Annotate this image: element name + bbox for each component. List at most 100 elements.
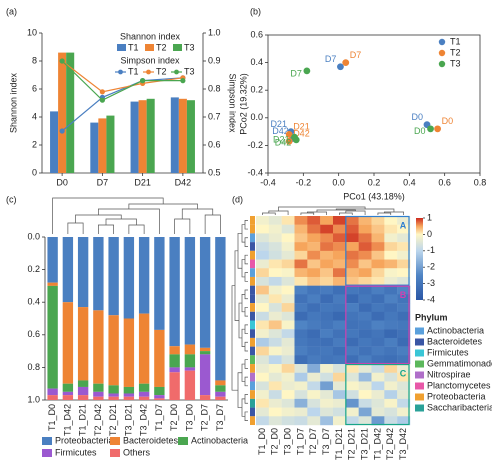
column-label: T1_D0 (257, 428, 267, 455)
legend-label: Actinobacteria (191, 435, 248, 445)
heatmap-cell (371, 329, 385, 339)
phylum-strip (250, 320, 255, 330)
heatmap-cell (307, 364, 321, 373)
x-axis-label: PCo1 (43.18%) (343, 191, 405, 201)
bar-segment (138, 237, 150, 314)
heatmap-cell (397, 337, 411, 347)
bar (130, 101, 139, 173)
bar-segment (154, 395, 165, 399)
heatmap-cell (397, 259, 411, 269)
heatmap-cell (345, 276, 359, 286)
y2-tick-label: 0.9 (208, 55, 221, 65)
heatmap-cell (307, 311, 321, 321)
heatmap-cell (345, 311, 359, 321)
bar-segment (184, 367, 196, 371)
heatmap-cell (358, 416, 372, 426)
bar-segment (47, 395, 58, 400)
heatmap-cell (320, 346, 334, 356)
bar (138, 100, 147, 173)
heatmap-cell (320, 381, 334, 391)
heatmap-cell (268, 320, 282, 330)
heatmap-cell (281, 407, 295, 417)
phylum-strip (250, 346, 255, 356)
point (342, 59, 350, 66)
point-label: D42 (272, 126, 289, 136)
line-point (140, 78, 146, 84)
bar (98, 118, 107, 173)
heatmap-cell (333, 320, 347, 330)
x-tick-label: T3_D7 (215, 404, 225, 431)
heatmap-cell (320, 233, 334, 243)
heatmap-cell (333, 381, 347, 391)
heatmap-cell (371, 268, 385, 278)
heatmap-cell (358, 311, 372, 321)
bar-segment (154, 237, 165, 330)
heatmap-cell (358, 407, 372, 417)
x-tick-label: D7 (97, 177, 109, 187)
bar-segment (77, 307, 89, 381)
heatmap-cell (320, 390, 334, 400)
heatmap-cell (358, 242, 372, 252)
heatmap-cell (384, 303, 398, 312)
phylum-strip (250, 337, 255, 347)
heatmap-cell (256, 303, 270, 312)
heatmap-cell (397, 364, 411, 373)
heatmap-cell (256, 337, 270, 347)
heatmap-cell (345, 224, 359, 234)
heatmap-cell (345, 216, 359, 225)
legend-label: T2 (450, 47, 461, 57)
heatmap-cell (333, 259, 347, 269)
heatmap-cell (281, 416, 295, 426)
heatmap-cell (268, 355, 282, 365)
y2-axis-label: Simpson index (228, 73, 238, 133)
y-tick-label: 0.2 (27, 264, 40, 274)
heatmap-cell (333, 416, 347, 426)
heatmap-cell (358, 398, 372, 408)
heatmap-cell (307, 390, 321, 400)
heatmap-cell (345, 372, 359, 382)
bar-segment (62, 302, 74, 384)
heatmap-cell (371, 233, 385, 243)
heatmap-cell (345, 337, 359, 347)
heatmap-cell (256, 407, 270, 417)
legend-title: Shannon index (120, 31, 181, 41)
panel-label: (c) (6, 194, 17, 204)
legend-swatch (117, 44, 126, 51)
x-tick-label: 0.4 (403, 177, 416, 187)
bar-segment (62, 395, 74, 400)
heatmap-cell (320, 364, 334, 373)
heatmap-cell (320, 268, 334, 278)
heatmap-cell (268, 276, 282, 286)
heatmap-cell (268, 364, 282, 373)
point (285, 130, 293, 138)
heatmap-cell (281, 303, 295, 312)
group-label: C (400, 368, 407, 378)
legend-label: Proteobacteria (427, 391, 486, 401)
heatmap-cell (333, 390, 347, 400)
colorbar-label: -1 (427, 245, 435, 255)
x-tick-label: T1_D42 (62, 404, 72, 436)
point (285, 137, 293, 145)
heatmap-cell (294, 346, 308, 356)
dendrogram (231, 220, 248, 421)
legend-swatch (145, 44, 154, 51)
heatmap-cell (294, 216, 308, 225)
legend-title: Simpson index (120, 55, 180, 65)
legend-label: T3 (184, 66, 195, 76)
heatmap-cell (371, 390, 385, 400)
heatmap-cell (371, 364, 385, 373)
x-tick-label: T3_D42 (139, 404, 149, 436)
heatmap-cell (320, 294, 334, 304)
heatmap-cell (371, 303, 385, 312)
line (61, 77, 183, 132)
bar-segment (77, 380, 89, 387)
group-label: A (400, 220, 407, 230)
heatmap-cell (358, 381, 372, 391)
point-label: D42 (293, 129, 310, 139)
heatmap-cell (307, 416, 321, 426)
heatmap-cell (397, 285, 411, 295)
heatmap-cell (333, 372, 347, 382)
y-tick-label: 0.4 (27, 297, 40, 307)
column-label: T1_D7 (295, 428, 305, 455)
heatmap-cell (256, 372, 270, 382)
